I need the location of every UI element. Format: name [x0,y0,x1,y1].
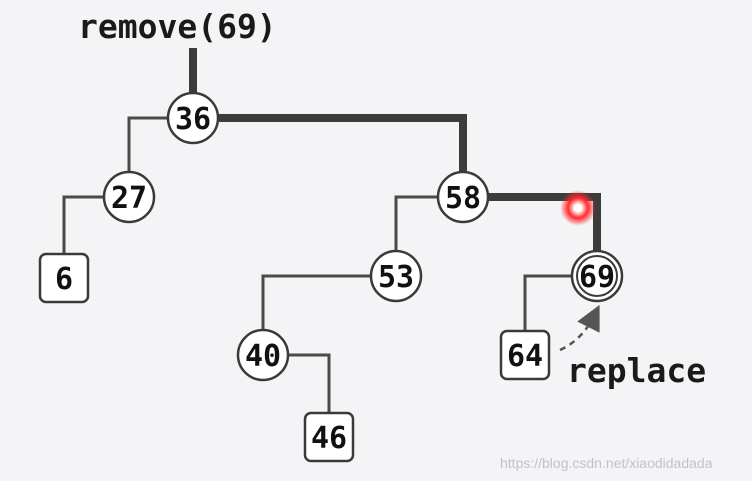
node-label: 64 [507,339,543,374]
edge-58-53 [394,195,440,253]
leaf-box [303,411,355,463]
edges-layer [62,48,601,415]
leaf-node-6: 6 [38,252,90,304]
title-text: remove(69) [78,7,277,46]
edge-53-40 [261,274,373,332]
watermark-text: https://blog.csdn.net/xiaodidadada [500,455,713,471]
tree-node-69: 69 [570,249,624,303]
node-label: 46 [311,421,347,456]
edge-27-6 [62,195,106,256]
edge-36-27 [127,116,170,174]
node-circle [166,91,220,145]
edge-40-46 [286,353,331,415]
node-label: 36 [175,102,211,137]
node-label: 6 [55,262,73,297]
replace-annotation: replace [567,351,706,390]
node-circle [236,328,290,382]
node-label: 40 [245,339,281,374]
node-label: 53 [378,260,414,295]
leaf-node-64: 64 [499,329,551,381]
cursor-dot-icon [574,204,582,212]
node-label: 27 [111,181,147,216]
node-label: 69 [579,260,615,295]
node-circle [436,170,490,224]
tree-node-27: 27 [102,170,156,224]
edge-58-69 [484,193,601,255]
leaf-box [38,252,90,304]
tree-node-53: 53 [369,249,423,303]
leaf-node-46: 46 [303,411,355,463]
leaf-box [499,329,551,381]
tree-node-40: 40 [236,328,290,382]
edge-36-58 [214,114,467,176]
replace-arrow [559,304,600,352]
node-circle [102,170,156,224]
edge-69-64 [523,274,574,333]
node-circle [369,249,423,303]
target-ring [576,255,618,297]
nodes-layer: 36 27 6 58 53 40 46 69 64 [38,91,624,463]
node-circle [570,249,624,303]
tree-node-36: 36 [166,91,220,145]
node-label: 58 [445,181,481,216]
tree-node-58: 58 [436,170,490,224]
